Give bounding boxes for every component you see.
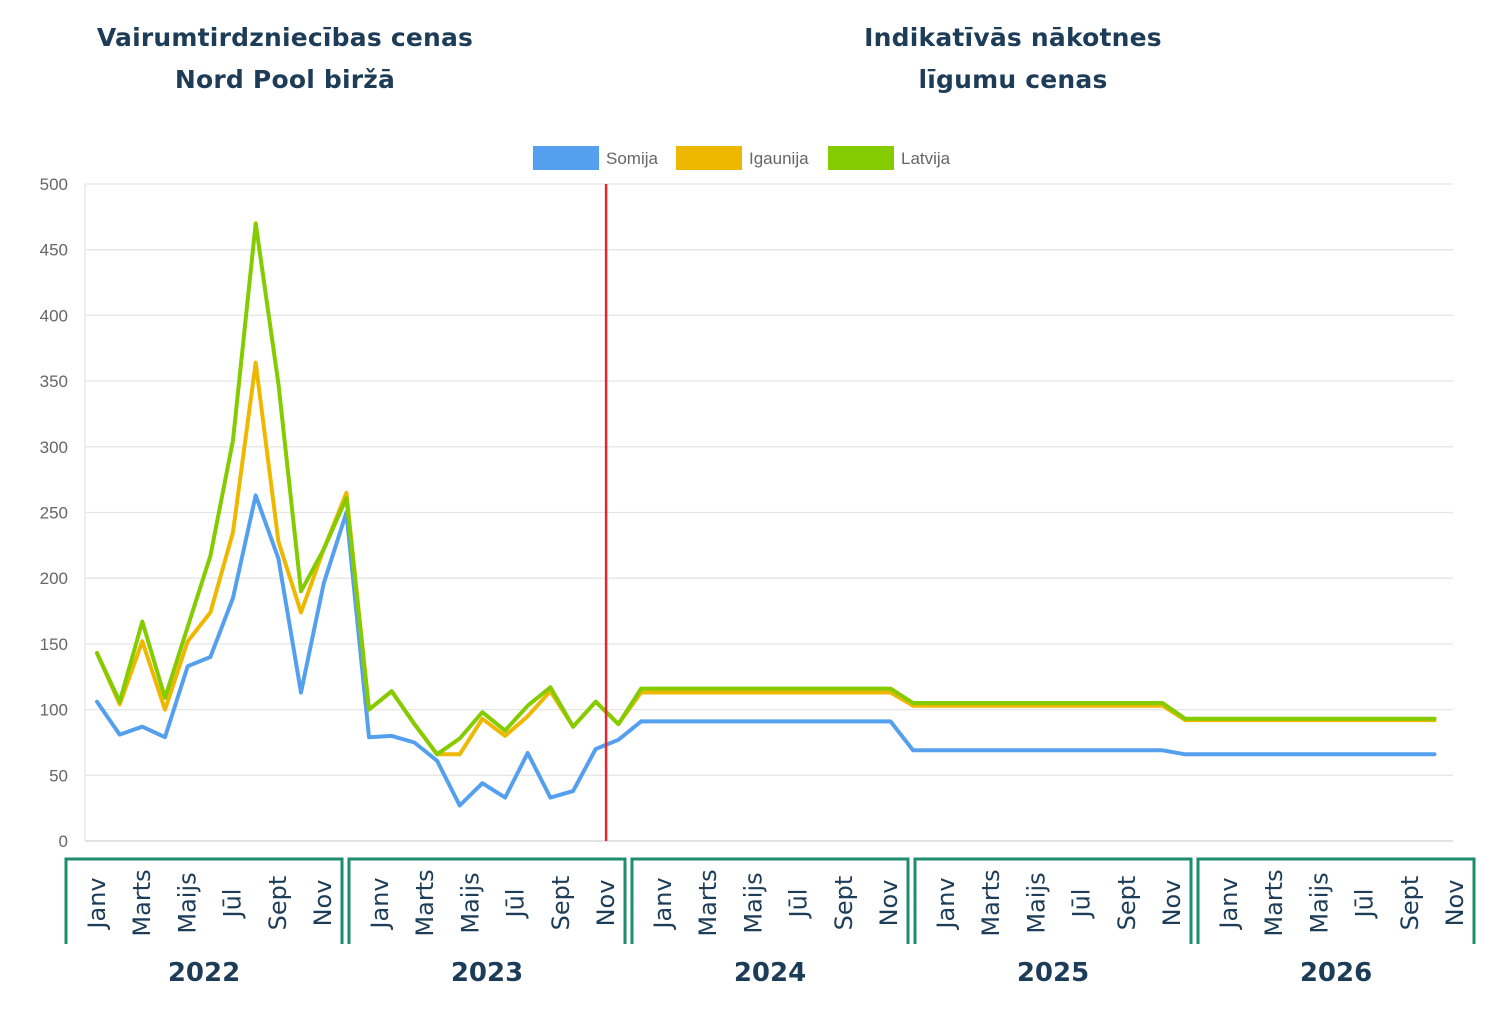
- legend-label: Igaunija: [749, 149, 809, 168]
- legend-swatch: [828, 146, 894, 170]
- month-label: Marts: [128, 869, 156, 936]
- year-label: 2023: [451, 958, 523, 988]
- year-group-2025: Janv Marts Maijs Jūl Sept Nov 2025: [913, 857, 1193, 988]
- month-label: Janv: [649, 877, 677, 930]
- month-label: Maijs: [173, 872, 201, 933]
- legend-label: Somija: [606, 149, 659, 168]
- y-tick-label: 100: [40, 701, 68, 720]
- y-tick-label: 350: [40, 372, 68, 391]
- month-label: Sept: [547, 876, 575, 931]
- left-heading-line1: Vairumtirdzniecības cenas: [96, 23, 474, 52]
- y-tick-label: 200: [40, 569, 68, 588]
- legend-item-latvija[interactable]: Latvija: [828, 146, 951, 170]
- right-heading: Indikatīvās nākotnes līgumu cenas: [813, 17, 1213, 101]
- y-tick-label: 250: [40, 504, 68, 523]
- month-label: Sept: [1113, 876, 1141, 931]
- month-label: Sept: [264, 876, 292, 931]
- month-label: Marts: [1260, 869, 1288, 936]
- month-label: Nov: [1158, 880, 1186, 927]
- month-label: Nov: [875, 880, 903, 927]
- gridlines: [84, 183, 1453, 842]
- legend-item-somija[interactable]: Somija: [533, 146, 659, 170]
- month-label: Janv: [83, 877, 111, 930]
- y-tick-label: 300: [40, 438, 68, 457]
- series-lines: [95, 221, 1437, 808]
- year-group-bracket: [64, 857, 344, 944]
- month-label: Nov: [1441, 880, 1469, 927]
- series-line-somija: [95, 493, 1437, 808]
- year-group-bracket: [1196, 857, 1476, 944]
- month-label: Jūl: [785, 889, 813, 920]
- month-label: Janv: [932, 877, 960, 930]
- month-label: Marts: [411, 869, 439, 936]
- legend-swatch: [533, 146, 599, 170]
- month-label: Jūl: [1068, 889, 1096, 920]
- y-tick-label: 400: [40, 306, 68, 325]
- y-tick-label: 150: [40, 635, 68, 654]
- year-group-bracket: [347, 857, 627, 944]
- year-label: 2024: [734, 958, 806, 988]
- year-group-2026: Janv Marts Maijs Jūl Sept Nov 2026: [1196, 857, 1476, 988]
- month-label: Sept: [1396, 876, 1424, 931]
- year-label: 2026: [1300, 958, 1372, 988]
- month-label: Maijs: [1305, 872, 1333, 933]
- year-group-2023: Janv Marts Maijs Jūl Sept Nov 2023: [347, 857, 627, 988]
- legend-item-igaunija[interactable]: Igaunija: [676, 146, 809, 170]
- left-heading: Vairumtirdzniecības cenas Nord Pool birž…: [85, 17, 485, 101]
- month-label: Jūl: [502, 889, 530, 920]
- year-label: 2025: [1017, 958, 1089, 988]
- month-label: Janv: [366, 877, 394, 930]
- year-group-bracket: [630, 857, 910, 944]
- right-heading-line2: līgumu cenas: [918, 65, 1108, 94]
- year-group-2022: Janv Marts Maijs Jūl Sept Nov 2022: [64, 857, 344, 988]
- legend-label: Latvija: [901, 149, 951, 168]
- y-tick-label: 0: [59, 832, 68, 851]
- month-label: Sept: [830, 876, 858, 931]
- month-label: Maijs: [739, 872, 767, 933]
- month-label: Janv: [1215, 877, 1243, 930]
- y-tick-label: 500: [40, 175, 68, 194]
- left-heading-line2: Nord Pool biržā: [174, 65, 396, 94]
- month-label: Maijs: [456, 872, 484, 933]
- month-label: Jūl: [219, 889, 247, 920]
- month-label: Nov: [309, 880, 337, 927]
- series-line-latvija: [95, 221, 1437, 757]
- legend-swatch: [676, 146, 742, 170]
- month-label: Marts: [694, 869, 722, 936]
- x-axis: Janv Marts Maijs Jūl Sept Nov 2022 Janv Marts Mai…: [64, 857, 1476, 988]
- right-heading-line1: Indikatīvās nākotnes: [864, 23, 1162, 52]
- y-axis: 0 50 100 150 200 250 300 350 400 450 500: [40, 175, 68, 851]
- year-group-bracket: [913, 857, 1193, 944]
- year-label: 2022: [168, 958, 240, 988]
- month-label: Jūl: [1351, 889, 1379, 920]
- legend[interactable]: Somija Igaunija Latvija: [533, 146, 951, 170]
- y-tick-label: 450: [40, 241, 68, 260]
- year-group-2024: Janv Marts Maijs Jūl Sept Nov 2024: [630, 857, 910, 988]
- y-tick-label: 50: [49, 766, 68, 785]
- month-label: Maijs: [1022, 872, 1050, 933]
- month-label: Marts: [977, 869, 1005, 936]
- month-label: Nov: [592, 880, 620, 927]
